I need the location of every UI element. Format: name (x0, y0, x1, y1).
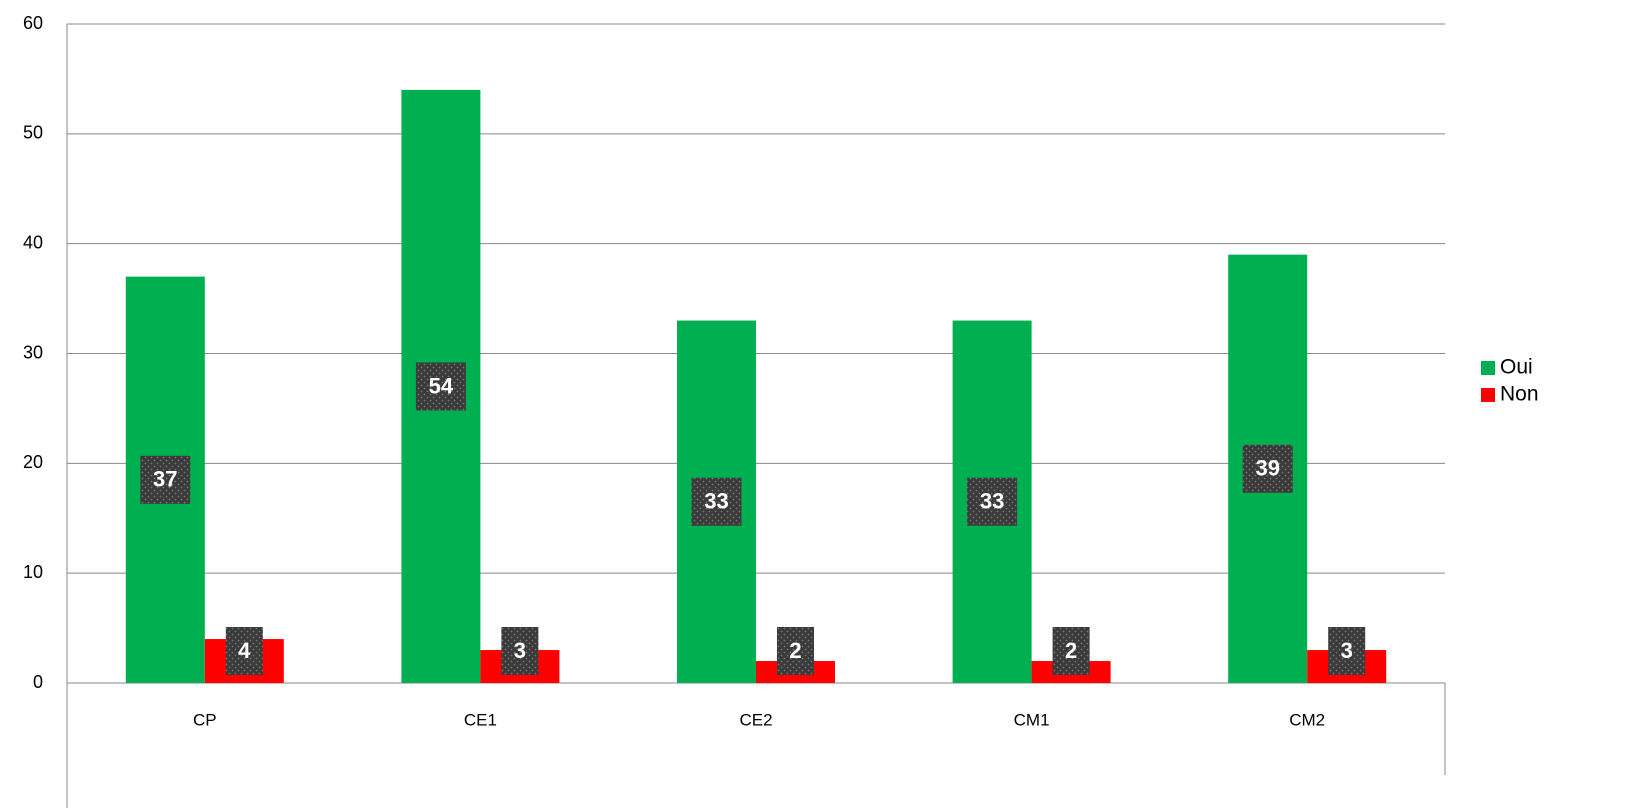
data-label: 2 (789, 638, 801, 663)
y-tick-label: 20 (23, 452, 43, 472)
data-label: 33 (704, 489, 728, 514)
legend-label: Oui (1500, 356, 1533, 379)
data-label-box (1242, 444, 1293, 493)
y-tick-label: 0 (33, 672, 43, 692)
legend-label: Non (1500, 383, 1539, 406)
data-label: 37 (153, 467, 177, 492)
data-label: 3 (514, 638, 526, 663)
data-label-box (691, 477, 742, 526)
x-tick-label: CE1 (464, 710, 497, 729)
y-tick-label: 50 (23, 123, 43, 143)
legend-swatch (1481, 361, 1495, 375)
data-label: 39 (1255, 456, 1279, 481)
x-tick-label: CP (193, 710, 217, 729)
y-tick-label: 40 (23, 232, 43, 252)
data-label: 54 (429, 373, 454, 398)
data-label: 3 (1341, 638, 1353, 663)
data-label-box (225, 627, 263, 675)
x-tick-label: CM1 (1014, 710, 1050, 729)
data-label-box (967, 477, 1018, 526)
y-tick-label: 10 (23, 562, 43, 582)
data-label: 33 (980, 489, 1004, 514)
y-tick-label: 30 (23, 342, 43, 362)
data-label-box (777, 627, 814, 675)
data-label: 2 (1065, 638, 1077, 663)
data-label-box (1052, 627, 1090, 675)
y-tick-label: 60 (23, 13, 43, 33)
legend-swatch (1481, 388, 1495, 402)
data-label-box (1328, 627, 1366, 675)
data-label-box (415, 362, 466, 411)
x-tick-label: CM2 (1289, 710, 1325, 729)
data-label-box (140, 455, 191, 504)
data-label: 4 (238, 638, 251, 663)
data-label-box (501, 627, 539, 675)
x-tick-label: CE2 (739, 710, 772, 729)
